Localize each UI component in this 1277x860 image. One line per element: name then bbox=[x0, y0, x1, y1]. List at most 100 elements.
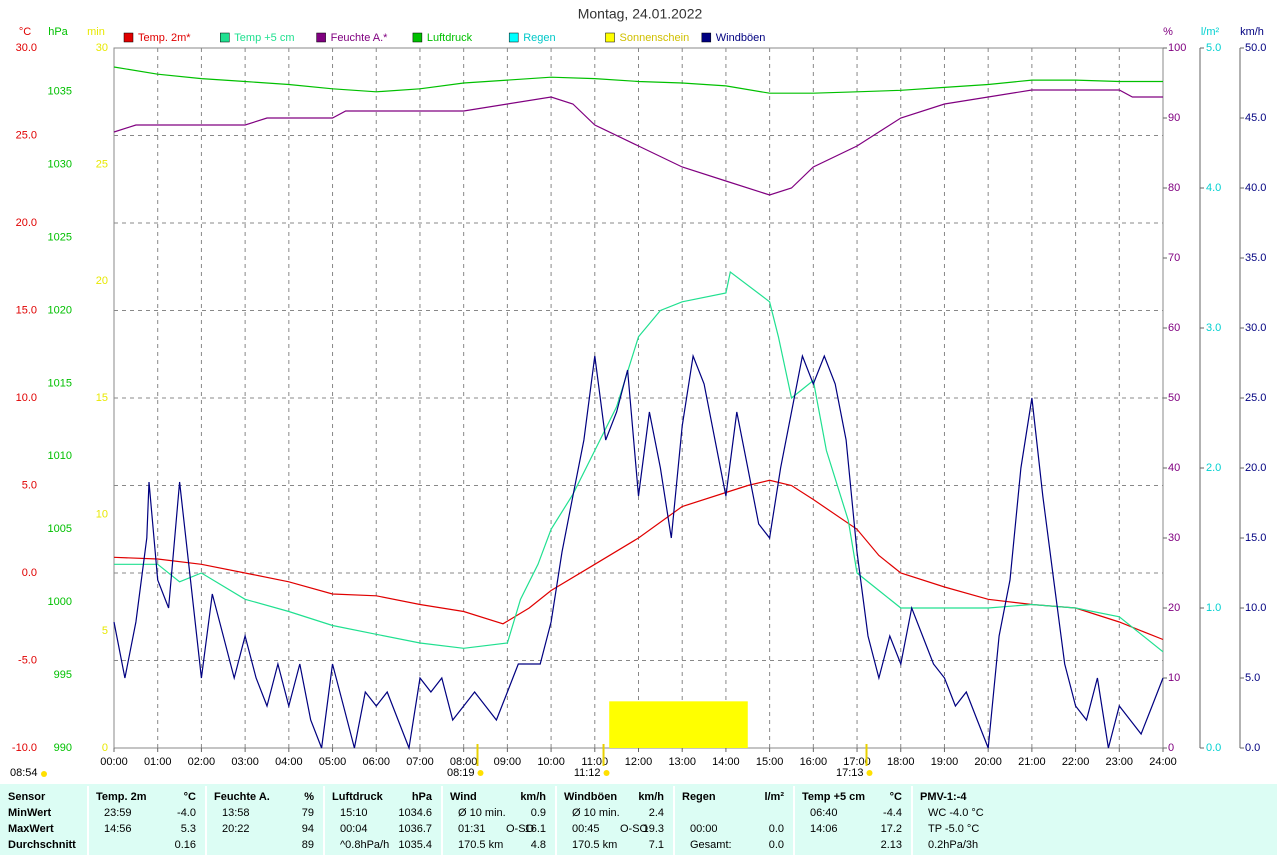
y-tick-label: 1005 bbox=[48, 523, 72, 535]
header-unit: % bbox=[304, 791, 314, 803]
y-tick-label: 25 bbox=[96, 159, 108, 171]
x-tick-label: 19:00 bbox=[931, 756, 959, 768]
cell-value: 1035.4 bbox=[398, 839, 432, 851]
x-tick-label: 10:00 bbox=[537, 756, 565, 768]
cell-text: Ø 10 min. bbox=[458, 807, 506, 819]
cell-text: WC -4.0 °C bbox=[928, 807, 984, 819]
cell-value: 0.0 bbox=[769, 823, 784, 835]
y-tick-label: 2.0 bbox=[1206, 462, 1221, 474]
cell-text: 170.5 km bbox=[458, 839, 503, 851]
x-tick-label: 09:00 bbox=[494, 756, 522, 768]
cell-value: 94 bbox=[302, 823, 314, 835]
cell-text: 23:59 bbox=[104, 807, 132, 819]
cell-value: 1034.6 bbox=[398, 807, 432, 819]
header-cell: Temp. 2m bbox=[96, 791, 147, 803]
x-tick-label: 11:00 bbox=[581, 756, 608, 768]
cell-direction: O-SO bbox=[506, 823, 535, 835]
header-cell: Sensor bbox=[8, 791, 46, 803]
table-background bbox=[0, 784, 1277, 855]
x-tick-label: 14:00 bbox=[712, 756, 740, 768]
axis-unit: hPa bbox=[48, 26, 68, 38]
header-unit: °C bbox=[184, 791, 196, 803]
legend-swatch bbox=[220, 32, 230, 43]
header-unit: °C bbox=[890, 791, 902, 803]
y-tick-label: 3.0 bbox=[1206, 322, 1221, 334]
x-tick-label: 22:00 bbox=[1062, 756, 1090, 768]
header-unit: l/m² bbox=[764, 791, 784, 803]
cell-value: 0.16 bbox=[175, 839, 196, 851]
x-tick-label: 05:00 bbox=[319, 756, 347, 768]
sun-dot bbox=[866, 770, 873, 776]
series-line bbox=[113, 89, 1163, 196]
annotation-label: 11:12 bbox=[574, 767, 601, 779]
series-line bbox=[114, 270, 1164, 653]
x-tick-label: 03:00 bbox=[231, 756, 259, 768]
y-tick-label: 50.0 bbox=[1245, 42, 1266, 54]
header-cell: Luftdruck bbox=[332, 791, 384, 803]
y-tick-label: 0.0 bbox=[22, 567, 37, 579]
y-tick-label: 50 bbox=[1168, 392, 1180, 404]
annotation-label: 08:19 bbox=[447, 767, 475, 779]
y-tick-label: 20.0 bbox=[16, 217, 37, 229]
y-tick-label: 0 bbox=[102, 742, 108, 754]
x-tick-label: 24:00 bbox=[1149, 756, 1177, 768]
y-tick-label: -10.0 bbox=[12, 742, 37, 754]
y-tick-label: 990 bbox=[54, 742, 72, 754]
cell-value: 16.1 bbox=[525, 823, 546, 835]
x-tick-label: 23:00 bbox=[1106, 756, 1134, 768]
y-tick-label: 1.0 bbox=[1206, 602, 1221, 614]
cell-text: 15:10 bbox=[340, 807, 368, 819]
header-unit: hPa bbox=[412, 791, 433, 803]
header-cell: Feuchte A. bbox=[214, 791, 270, 803]
y-tick-label: 1010 bbox=[48, 450, 72, 462]
sun-dot bbox=[477, 770, 484, 776]
y-tick-label: 1015 bbox=[48, 377, 72, 389]
x-tick-label: 18:00 bbox=[887, 756, 915, 768]
legend-label: Feuchte A.* bbox=[331, 32, 389, 44]
y-tick-label: 35.0 bbox=[1245, 252, 1266, 264]
cell-text: 00:00 bbox=[690, 823, 718, 835]
y-tick-label: 1035 bbox=[48, 86, 72, 98]
legend-swatch bbox=[605, 32, 615, 43]
chart-title: Montag, 24.01.2022 bbox=[578, 6, 703, 22]
x-tick-label: 13:00 bbox=[668, 756, 696, 768]
cell-text: 14:06 bbox=[810, 823, 838, 835]
x-tick-label: 08:00 bbox=[450, 756, 478, 768]
series-line bbox=[113, 479, 1164, 641]
x-tick-label: 21:00 bbox=[1018, 756, 1046, 768]
cell-text: 06:40 bbox=[810, 807, 838, 819]
y-tick-label: 80 bbox=[1168, 182, 1180, 194]
y-tick-label: 30.0 bbox=[1245, 322, 1266, 334]
y-tick-label: 90 bbox=[1168, 112, 1180, 124]
cell-value: 89 bbox=[302, 839, 314, 851]
x-tick-label: 16:00 bbox=[800, 756, 828, 768]
annotation-label: 17:13 bbox=[836, 767, 864, 779]
axis-unit: °C bbox=[19, 26, 31, 38]
legend-label: Regen bbox=[523, 32, 555, 44]
cell-text: ^0.8hPa/h bbox=[340, 839, 389, 851]
cell-value: 2.4 bbox=[649, 807, 664, 819]
y-tick-label: 100 bbox=[1168, 42, 1186, 54]
cell-direction: O-SO bbox=[620, 823, 649, 835]
axis-unit: % bbox=[1163, 26, 1173, 38]
x-tick-label: 12:00 bbox=[625, 756, 653, 768]
legend-label: Windböen bbox=[716, 32, 766, 44]
cell-text: 01:31 bbox=[458, 823, 486, 835]
legend-label: Sonnenschein bbox=[620, 32, 690, 44]
y-tick-label: 45.0 bbox=[1245, 112, 1266, 124]
cell-text: Gesamt: bbox=[690, 839, 732, 851]
y-tick-label: 10 bbox=[96, 509, 108, 521]
cell-text: Ø 10 min. bbox=[572, 807, 620, 819]
header-cell: Regen bbox=[682, 791, 716, 803]
y-tick-label: 5.0 bbox=[22, 479, 37, 491]
y-tick-label: 0.0 bbox=[1206, 742, 1221, 754]
cell-value: -4.0 bbox=[177, 807, 196, 819]
y-tick-label: 20 bbox=[1168, 602, 1180, 614]
y-tick-label: 25.0 bbox=[1245, 392, 1266, 404]
axis-unit: km/h bbox=[1240, 26, 1264, 38]
y-tick-label: 10 bbox=[1168, 672, 1180, 684]
header-unit: km/h bbox=[638, 791, 664, 803]
header-cell: Temp +5 cm bbox=[802, 791, 865, 803]
